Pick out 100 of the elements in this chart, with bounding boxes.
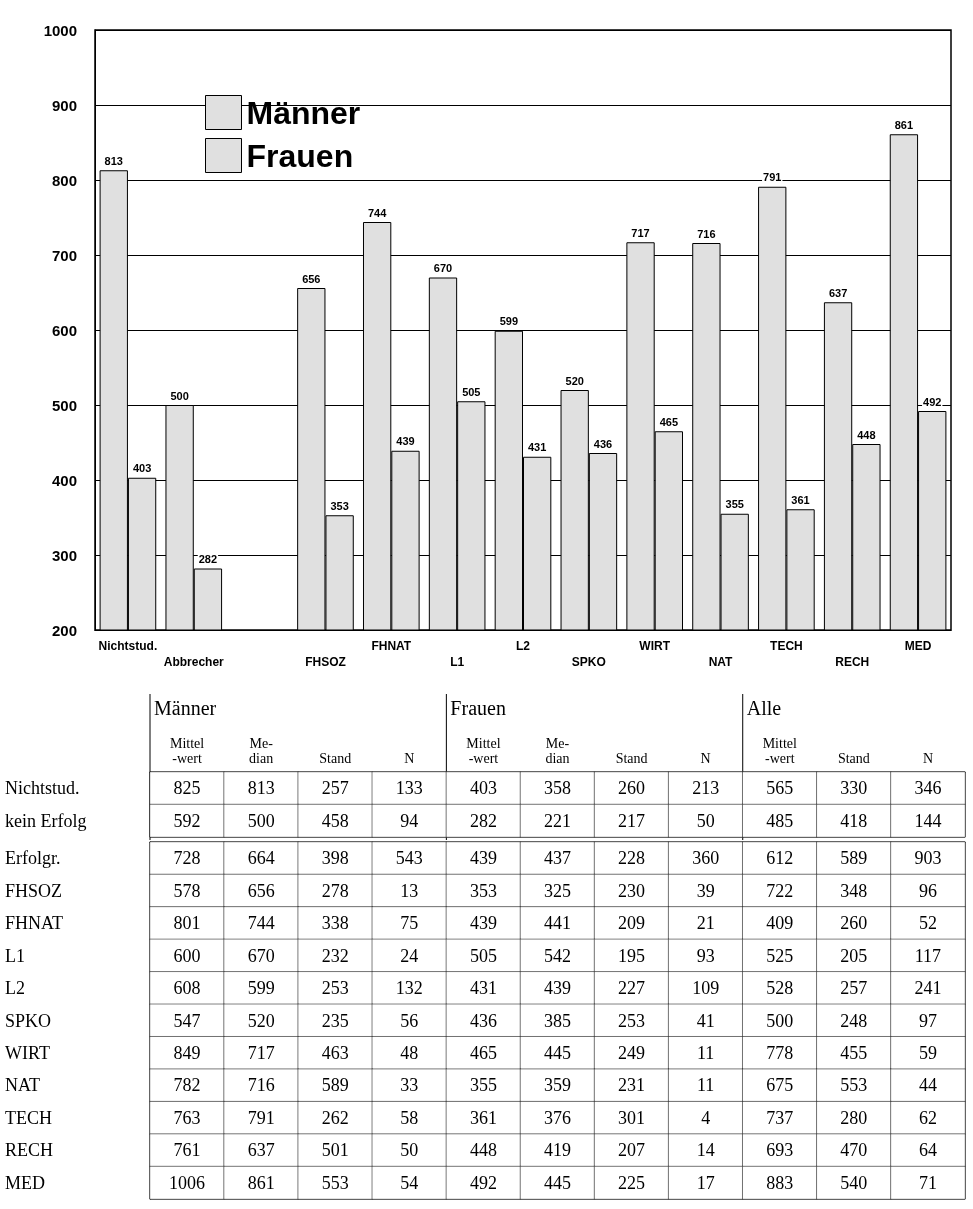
- x-tick-label: Mittel -wert: [169, 736, 205, 766]
- data-label: 232: [321, 945, 349, 966]
- data-label: 94: [400, 810, 419, 831]
- legend-label: Männer: [246, 94, 361, 131]
- data-label: 540: [840, 1172, 868, 1193]
- data-label: 361: [469, 1107, 497, 1128]
- data-label: 133: [395, 778, 423, 799]
- data-label: 253: [618, 1010, 646, 1031]
- data-label: 520: [247, 1010, 275, 1031]
- data-label: 33: [400, 1075, 419, 1096]
- data-label: 455: [840, 1042, 868, 1063]
- data-label: 376: [544, 1107, 571, 1128]
- data-label: 205: [840, 945, 868, 966]
- data-label: 458: [321, 810, 349, 831]
- y-tick-label: 900: [51, 96, 77, 114]
- data-label: 592: [173, 810, 201, 831]
- data-label: 492: [923, 395, 942, 408]
- data-label: 500: [170, 389, 189, 402]
- data-label: 231: [618, 1075, 646, 1096]
- x-tick-label: Me- dian: [545, 736, 570, 766]
- x-tick-label: RECH: [835, 655, 870, 669]
- x-tick-label: Me- dian: [249, 736, 274, 766]
- x-tick-label: Mittel -wert: [466, 736, 501, 766]
- data-label: 717: [631, 226, 650, 239]
- data-label: 62: [918, 1107, 937, 1128]
- data-label: 441: [544, 913, 571, 934]
- data-label: 11: [697, 1042, 715, 1063]
- x-tick-label: L1: [450, 655, 465, 669]
- x-tick-label: Stand: [837, 751, 870, 766]
- data-label: 465: [659, 415, 679, 428]
- data-label: 485: [766, 810, 794, 831]
- data-label: 448: [469, 1140, 497, 1161]
- data-label: 253: [321, 978, 349, 999]
- data-label: 553: [840, 1075, 868, 1096]
- x-tick-label: N: [700, 751, 711, 766]
- data-label: 227: [618, 978, 646, 999]
- data-label: 262: [321, 1107, 349, 1128]
- x-tick-label: Mittel -wert: [762, 736, 797, 766]
- data-label: 813: [247, 778, 275, 799]
- data-label: 260: [618, 778, 646, 799]
- y-tick-label: 400: [51, 471, 77, 489]
- data-label: 278: [321, 880, 349, 901]
- data-label: 398: [321, 848, 349, 869]
- data-label: 578: [173, 880, 201, 901]
- data-label: 448: [857, 428, 876, 441]
- data-label: 14: [696, 1140, 715, 1161]
- data-label: 903: [914, 848, 942, 869]
- data-label: 505: [469, 945, 497, 966]
- y-tick-label: 300: [51, 546, 77, 564]
- data-label: 225: [618, 1172, 646, 1193]
- data-label: 520: [565, 374, 584, 387]
- data-label: 358: [544, 778, 571, 799]
- y-tick-label: 600: [51, 321, 77, 339]
- data-label: 50: [696, 810, 715, 831]
- x-tick-label: NAT: [708, 655, 734, 669]
- y-tick-label: L2: [5, 978, 25, 999]
- data-label: 71: [918, 1172, 937, 1193]
- data-label: 670: [247, 945, 275, 966]
- y-tick-label: L1: [5, 945, 25, 966]
- data-label: 355: [469, 1075, 497, 1096]
- data-label: 445: [544, 1172, 571, 1193]
- data-label: 59: [918, 1042, 937, 1063]
- data-label: 744: [247, 913, 275, 934]
- data-label: 813: [104, 154, 123, 167]
- data-label: 439: [469, 913, 497, 934]
- legend-label: Frauen: [246, 137, 354, 174]
- data-label: 50: [400, 1140, 419, 1161]
- data-label: 338: [321, 913, 349, 934]
- data-label: 542: [544, 945, 571, 966]
- data-label: 11: [697, 1075, 715, 1096]
- data-label: 656: [302, 272, 321, 285]
- data-label: 96: [918, 880, 937, 901]
- data-label: 528: [766, 978, 794, 999]
- y-tick-label: FHSOZ: [5, 880, 63, 901]
- data-label: 637: [247, 1140, 275, 1161]
- data-label: 257: [840, 978, 868, 999]
- data-label: 675: [766, 1075, 794, 1096]
- data-label: 207: [618, 1140, 646, 1161]
- data-label: 861: [247, 1172, 275, 1193]
- y-tick-label: 500: [51, 396, 77, 414]
- data-label: 744: [367, 206, 388, 219]
- data-label: 463: [321, 1042, 349, 1063]
- y-tick-label: NAT: [5, 1075, 40, 1096]
- x-tick-label: Nichtstud.: [98, 639, 158, 653]
- data-label: 716: [697, 227, 716, 240]
- data-label: 117: [914, 945, 942, 966]
- data-label: 249: [618, 1042, 646, 1063]
- data-label: 217: [618, 810, 646, 831]
- y-tick-label: kein Erfolg: [5, 810, 87, 831]
- data-label: 409: [766, 913, 794, 934]
- data-label: 346: [914, 778, 942, 799]
- data-label: 431: [469, 978, 497, 999]
- data-label: 861: [894, 118, 914, 131]
- data-label: 437: [544, 848, 571, 869]
- data-label: 599: [247, 978, 275, 999]
- data-label: 17: [696, 1172, 715, 1193]
- data-label: 360: [692, 848, 720, 869]
- data-label: 235: [321, 1010, 349, 1031]
- data-label: 21: [696, 913, 715, 934]
- data-label: 600: [173, 945, 201, 966]
